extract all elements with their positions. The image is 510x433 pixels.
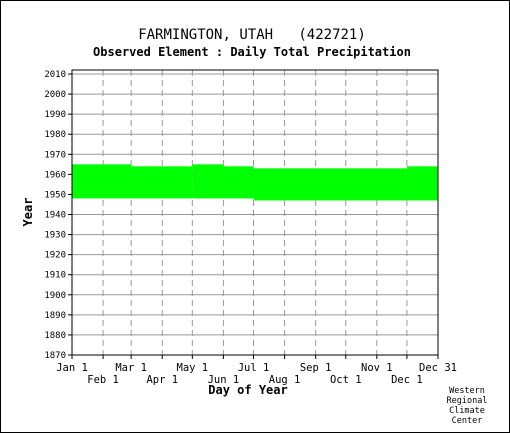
y-ticks: 1870 1880 1890 1900 1910 1920 1930 1940 1950 1960… xyxy=(44,70,72,361)
y-tick-label: 1990 xyxy=(44,110,66,120)
x-tick-label: Jul 1 xyxy=(238,362,270,374)
y-tick-label: 1880 xyxy=(44,331,66,341)
x-tick-label: Mar 1 xyxy=(115,362,147,374)
y-tick-label: 1970 xyxy=(44,150,66,160)
chart-subtitle: Observed Element : Daily Total Precipita… xyxy=(93,45,411,59)
y-tick-label: 2000 xyxy=(44,90,66,100)
credit-line: Regional xyxy=(446,396,488,406)
data-records xyxy=(72,164,438,201)
x-tick-label: Nov 1 xyxy=(361,362,393,374)
x-tick-label: Dec 31 xyxy=(419,362,457,374)
y-tick-label: 1900 xyxy=(44,291,66,301)
x-tick-label: May 1 xyxy=(177,362,209,374)
y-axis-title: Year xyxy=(21,198,35,227)
record-bar xyxy=(131,166,193,199)
record-bar xyxy=(406,166,438,201)
y-tick-label: 1960 xyxy=(44,170,66,180)
x-tick-label: Dec 1 xyxy=(391,374,423,386)
y-tick-label: 1940 xyxy=(44,211,66,221)
credit-line: Western xyxy=(449,386,485,396)
record-bar xyxy=(192,164,224,199)
y-tick-label: 1890 xyxy=(44,311,66,321)
credit-line: Center xyxy=(451,416,483,426)
grid-lines xyxy=(72,70,438,356)
y-tick-label: 1950 xyxy=(44,190,66,200)
record-bar xyxy=(72,164,132,199)
x-tick-label: Jan 1 xyxy=(56,362,88,374)
chart-title: FARMINGTON, UTAH (422721) xyxy=(138,27,366,43)
record-bar xyxy=(223,166,254,199)
plot-frame xyxy=(71,69,439,356)
record-bar xyxy=(253,168,407,201)
x-tick-label: Sep 1 xyxy=(300,362,332,374)
y-tick-label: 1980 xyxy=(44,130,66,140)
y-tick-label: 1870 xyxy=(44,351,66,361)
x-axis-title: Day of Year xyxy=(208,383,287,397)
credit-line: Climate xyxy=(449,406,485,416)
plot-background xyxy=(72,70,438,355)
y-tick-label: 1920 xyxy=(44,251,66,261)
x-tick-label: Oct 1 xyxy=(330,374,362,386)
y-tick-label: 2010 xyxy=(44,70,66,80)
x-tick-label: Aug 1 xyxy=(269,374,301,386)
credit-block: Western Regional Climate Center xyxy=(437,386,497,426)
x-tick-label: Apr 1 xyxy=(146,374,178,386)
y-tick-label: 1930 xyxy=(44,231,66,241)
x-tick-label: Feb 1 xyxy=(87,374,119,386)
x-tick-label: Jun 1 xyxy=(208,374,240,386)
x-ticks: Jan 1 Mar 1 May 1 Jul 1 Sep 1 Nov 1 Dec 31 Feb … xyxy=(56,355,457,386)
y-tick-label: 1910 xyxy=(44,271,66,281)
